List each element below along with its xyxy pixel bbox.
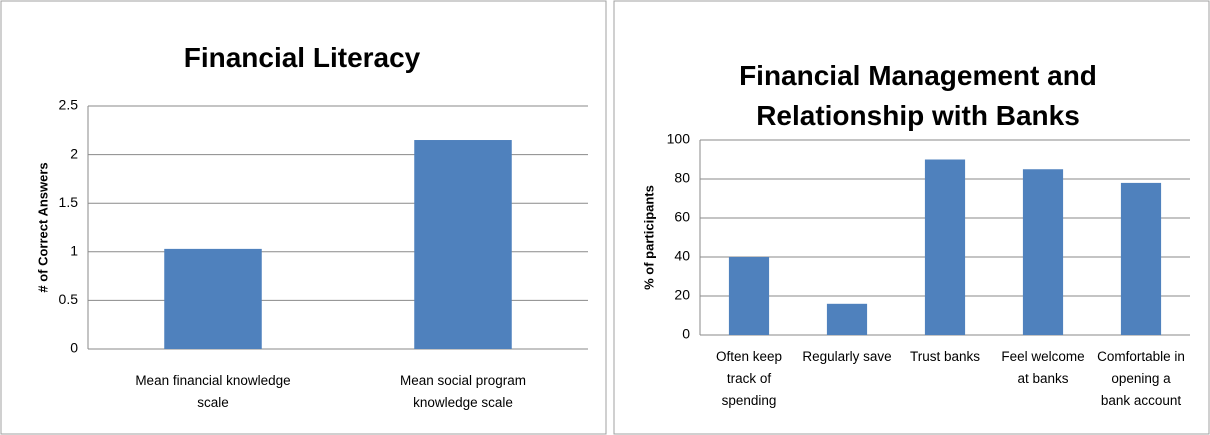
bar <box>414 140 512 349</box>
y-tick-label: 1.5 <box>59 194 79 210</box>
bar <box>826 303 868 335</box>
x-tick-label: Mean social program knowledge scale <box>400 373 526 410</box>
bar <box>924 159 966 335</box>
y-tick-label: 2 <box>70 145 78 161</box>
bar <box>728 257 770 335</box>
y-tick-label: 0 <box>70 340 78 356</box>
x-tick-label: Trust banks <box>910 349 980 364</box>
x-tick-label: Feel welcome at banks <box>1001 349 1084 386</box>
chart-title: Financial Management and Relationship wit… <box>739 60 1097 131</box>
x-tick-label: Regularly save <box>802 349 891 364</box>
bar <box>1120 182 1162 335</box>
y-axis-label: % of participants <box>641 185 656 290</box>
y-tick-label: 80 <box>674 170 690 186</box>
y-tick-label: 2.5 <box>59 97 79 113</box>
panel-border <box>0 0 607 435</box>
bar <box>1022 169 1064 335</box>
y-tick-label: 60 <box>674 209 690 225</box>
y-tick-label: 1 <box>70 243 78 259</box>
panel-border <box>613 0 1210 435</box>
y-tick-label: 40 <box>674 248 690 264</box>
y-tick-label: 100 <box>667 131 691 147</box>
y-axis-label: # of Correct Answers <box>35 162 50 292</box>
bar <box>164 248 262 349</box>
x-tick-label: Comfortable in opening a bank account <box>1097 349 1185 408</box>
y-tick-label: 20 <box>674 287 690 303</box>
y-tick-label: 0 <box>682 326 690 342</box>
x-tick-label: Often keep track of spending <box>716 349 782 408</box>
x-tick-label: Mean financial knowledge scale <box>135 373 290 410</box>
y-tick-label: 0.5 <box>59 291 79 307</box>
chart-title: Financial Literacy <box>184 42 421 73</box>
